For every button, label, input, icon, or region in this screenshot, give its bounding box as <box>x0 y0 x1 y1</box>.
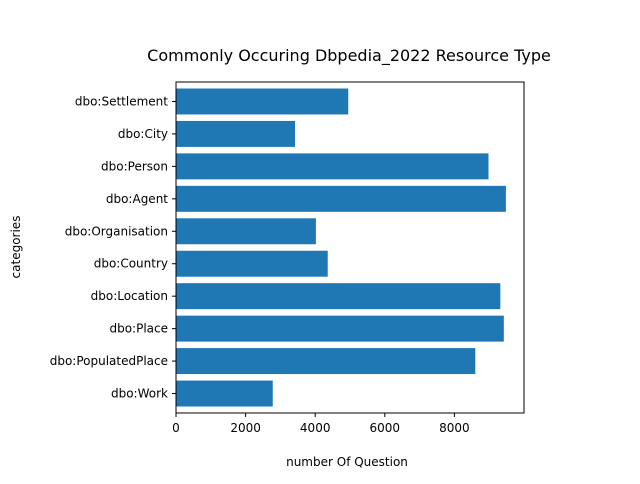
x-tick-label: 2000 <box>230 421 261 435</box>
x-tick-label: 0 <box>172 421 180 435</box>
bars-layer <box>176 88 506 407</box>
bar-dbo-city <box>176 120 296 147</box>
bar-dbo-place <box>176 315 504 342</box>
y-tick-label: dbo:Place <box>109 322 168 336</box>
y-tick-label: dbo:Location <box>91 289 168 303</box>
axes-frame <box>175 81 525 414</box>
y-tick-label: dbo:Country <box>94 257 168 271</box>
y-tick-label: dbo:Person <box>101 159 168 173</box>
y-tick-label: dbo:City <box>118 127 168 141</box>
x-axis-ticks: 0 2000 4000 6000 8000 <box>172 413 470 435</box>
x-tick-label: 8000 <box>439 421 470 435</box>
x-axis-label: number Of Question <box>286 455 408 469</box>
x-tick-label: 4000 <box>300 421 331 435</box>
bar-dbo-settlement <box>176 88 349 115</box>
chart-title: Commonly Occuring Dbpedia_2022 Resource … <box>147 46 551 66</box>
bar-dbo-location <box>176 283 501 310</box>
y-axis-ticks: dbo:Settlement dbo:City dbo:Person dbo:Agen… <box>50 94 176 401</box>
y-tick-label: dbo:Work <box>111 387 168 401</box>
bar-dbo-work <box>176 380 273 407</box>
bar-dbo-country <box>176 250 328 277</box>
bar-dbo-populatedplace <box>176 348 476 375</box>
y-tick-label: dbo:Organisation <box>65 224 168 238</box>
bar-dbo-person <box>176 153 489 180</box>
bar-dbo-organisation <box>176 218 316 245</box>
y-tick-label: dbo:PopulatedPlace <box>50 354 168 368</box>
y-axis-label: categories <box>9 216 23 279</box>
x-tick-label: 6000 <box>370 421 401 435</box>
bar-dbo-agent <box>176 185 506 212</box>
y-tick-label: dbo:Settlement <box>75 94 168 108</box>
y-tick-label: dbo:Agent <box>106 192 168 206</box>
